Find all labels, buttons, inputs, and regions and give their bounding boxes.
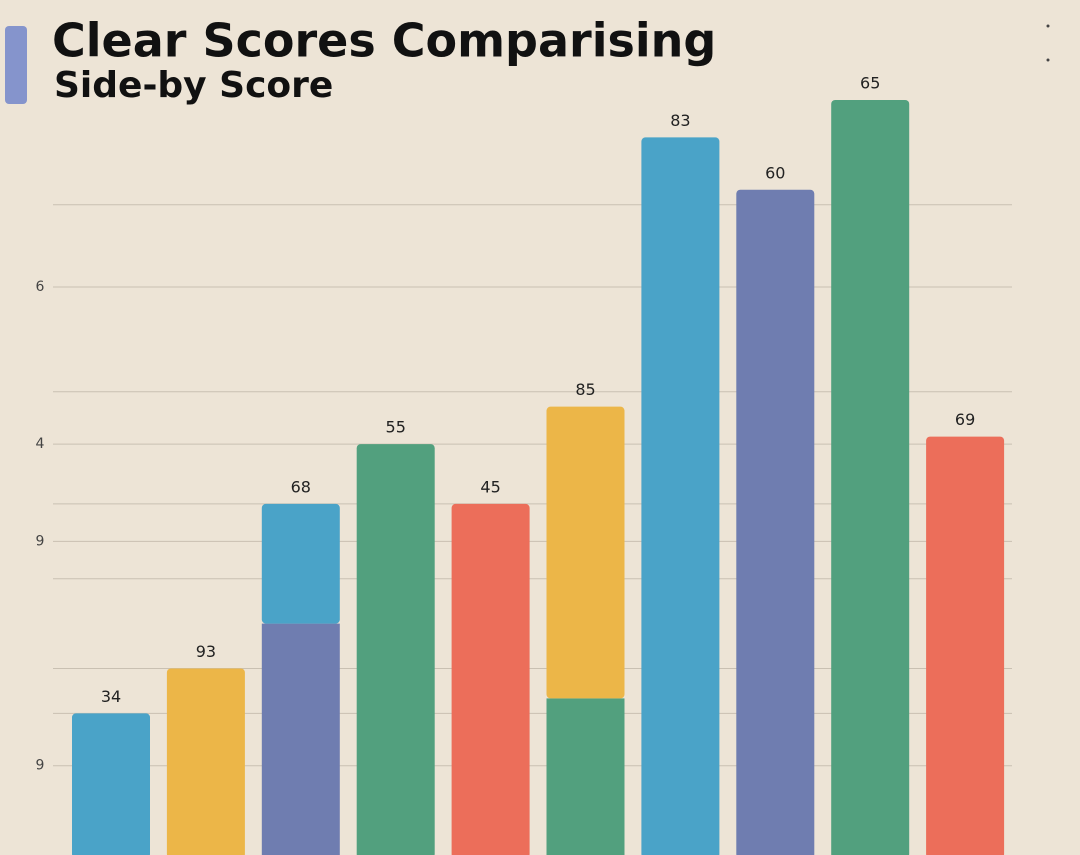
bars: 34 93 68 55 45 85 83 60 65 69 — [72, 74, 1005, 855]
bar-segment — [831, 100, 910, 855]
y-tick-label: 9 — [36, 758, 45, 774]
bar-segment — [261, 623, 340, 855]
bar-label: 69 — [955, 410, 975, 429]
y-tick-label: 6 — [36, 279, 45, 295]
bar-label: 65 — [860, 74, 880, 93]
bar-label: 45 — [480, 477, 500, 496]
bar-segment — [261, 503, 340, 624]
bar-segment — [926, 436, 1005, 855]
bar-segment — [641, 137, 720, 855]
dot — [1046, 58, 1050, 62]
bar-segment — [736, 189, 815, 855]
chart-subtitle: Side-by Score — [54, 65, 333, 106]
bar-label: 60 — [765, 163, 785, 182]
bar-segment — [72, 713, 150, 855]
bar-label: 55 — [386, 418, 406, 437]
bar-segment — [451, 503, 530, 855]
bar-segment — [546, 698, 625, 855]
side-tab — [5, 26, 27, 104]
bar-segment — [356, 444, 435, 855]
bar-label: 68 — [291, 477, 311, 496]
bar-label: 93 — [196, 642, 216, 661]
bar-label: 85 — [575, 380, 595, 399]
bar-label: 83 — [670, 111, 690, 130]
bar-label: 34 — [101, 687, 121, 706]
y-tick-label: 4 — [36, 436, 45, 452]
chart-title: Clear Scores Comparising — [52, 14, 716, 68]
y-tick-label: 9 — [36, 533, 45, 549]
bar-segment — [546, 406, 625, 699]
bar-segment — [166, 668, 245, 855]
dot — [1046, 24, 1050, 28]
